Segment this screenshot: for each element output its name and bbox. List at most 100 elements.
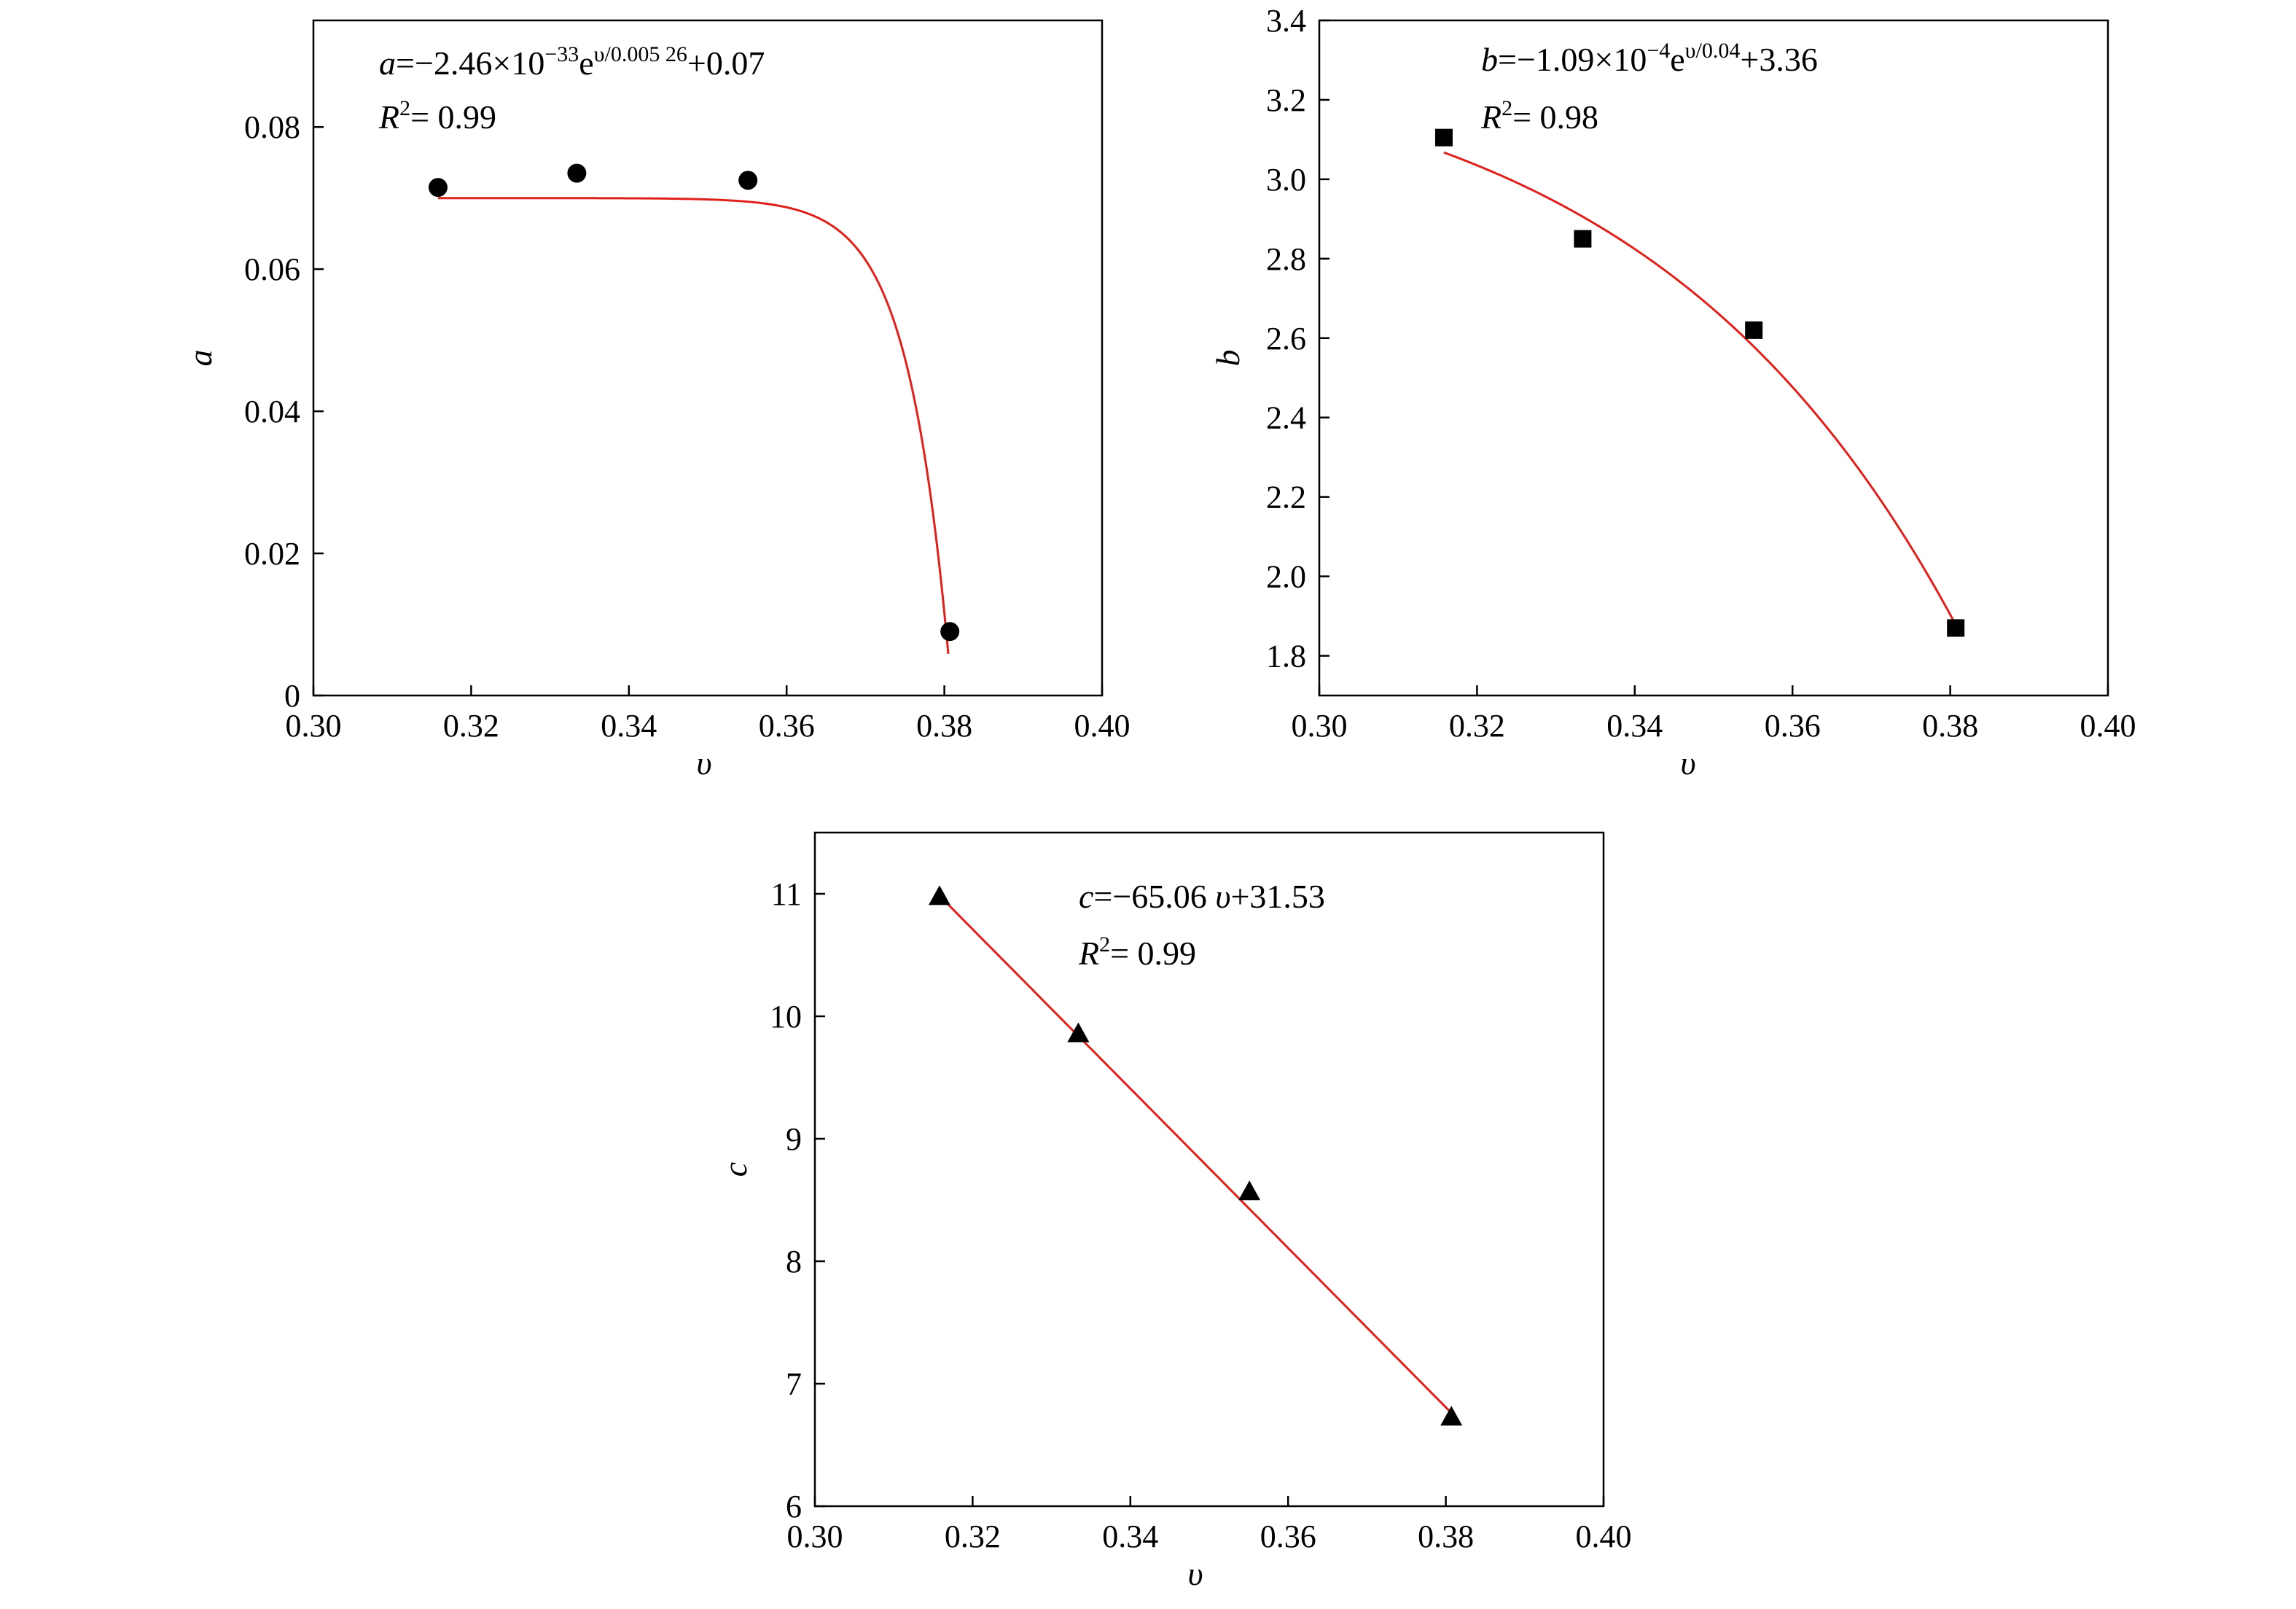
panel-a-eq-exp1: −33 [544,42,579,66]
panel-a-point [738,171,758,190]
panel-c-point [1440,1406,1463,1426]
panel-c-r2-sym: R [1078,935,1099,972]
panel-c-xtick-label: 0.30 [787,1519,843,1554]
panel-b-ytick-label: 2.8 [1266,241,1306,277]
panel-a-point [940,622,960,642]
panel-c-eq-pre: =−65.06 [1093,878,1215,915]
panel-c-xtick-label: 0.34 [1102,1519,1158,1554]
panel-b-ytick-label: 3.0 [1266,162,1306,198]
panel-c-xtick-label: 0.36 [1260,1519,1316,1554]
panel-b-r2-sym: R [1480,98,1502,136]
panel-a-xtick-label: 0.38 [916,708,972,744]
panel-b-ylabel: b [1209,350,1246,367]
panel-c-ytick-label: 10 [770,999,802,1035]
panel-c-equation: c=−65.06 υ+31.53 [1079,878,1325,915]
panel-b-ytick-label: 3.2 [1266,82,1306,118]
panel-c-xtick-label: 0.40 [1576,1519,1632,1554]
panel-b-equation: b=−1.09×10−4eυ/0.04+3.36 [1481,39,1818,78]
panel-b-xlabel: υ [1680,744,1695,782]
panel-c-eq-post: +31.53 [1230,878,1324,915]
panel-b-xtick-label: 0.36 [1765,708,1821,744]
panel-c-xtick-label: 0.32 [945,1519,1001,1554]
panel-a-xtick-label: 0.34 [601,708,657,744]
panel-a-equation: a=−2.46×10−33eυ/0.005 26+0.07 [379,42,765,82]
panel-b-frame [1318,19,2109,697]
panel-b-fit-line [1443,151,1957,626]
panel-c-ytick-label: 8 [786,1244,802,1279]
panel-b-eq-exp2: υ/0.04 [1685,39,1741,63]
panel-b-eq-mid: e [1670,41,1684,78]
panel-a-xtick-label: 0.30 [286,708,342,744]
panel-a-fit-line [437,197,950,654]
panel-c-point [928,885,950,905]
panel-a-ytick-label: 0.04 [244,394,300,429]
panel-a-xtick-label: 0.36 [759,708,815,744]
panel-a-r2-sym: R [378,98,399,136]
panel-c-xlabel: υ [1187,1555,1203,1592]
panel-b-xtick-label: 0.30 [1292,708,1348,744]
panel-c-r2: R2= 0.99 [1078,932,1196,972]
panel-b: 0.30 0.32 0.34 0.36 0.38 0.40 1.8 2.0 2.2 2.4 2.6 2… [1209,3,2136,782]
panel-b-eq-post: +3.36 [1740,41,1817,78]
panel-a-eq-var: a [379,44,396,82]
panel-a-eq-pre: =−2.46×10 [396,44,544,82]
panel-a-marks: 0.30 0.32 0.34 0.36 0.38 0.40 0 0.02 0.04 0.06 0.0… [181,19,1131,782]
panel-a-eq-mid: e [579,44,593,82]
panel-c-point [1238,1180,1261,1201]
panel-b-eq-var: b [1481,41,1498,78]
panel-c-ytick-label: 9 [786,1121,802,1157]
panel-c-eq-var: c [1079,878,1093,915]
panel-b-point [1947,619,1965,637]
panel-b-r2-sup: 2 [1502,96,1512,120]
panel-a-r2-sup: 2 [399,96,410,120]
panel-a-xtick-label: 0.40 [1074,708,1131,744]
panel-a-ytick-label: 0 [284,678,300,714]
panel-a-point [428,178,448,198]
panel-a: 0.30 0.32 0.34 0.36 0.38 0.40 0 0.02 0.04 0.06 0.0… [181,19,1131,782]
panel-c-fit-line [938,895,1453,1414]
panel-a-eq-post: +0.07 [687,44,765,82]
panel-b-ytick-label: 2.2 [1266,480,1306,515]
panel-b-xtick-label: 0.32 [1449,708,1505,744]
panel-b-ytick-label: 2.6 [1266,321,1306,357]
panel-b-xtick-label: 0.34 [1606,708,1663,744]
panel-c-ytick-label: 6 [786,1489,802,1524]
panel-b-point [1434,128,1453,147]
panel-b-marks: 0.30 0.32 0.34 0.36 0.38 0.40 1.8 2.0 2.2 2.4 2.6 2… [1209,3,2136,782]
panel-b-r2-value: = 0.98 [1512,98,1598,136]
panel-a-xlabel: υ [696,744,711,782]
panel-b-eq-exp1: −4 [1647,39,1670,63]
panel-b-ytick-label: 1.8 [1266,639,1306,674]
panel-a-point [567,163,587,183]
panel-b-ytick-label: 3.4 [1266,3,1306,39]
panel-a-ytick-label: 0.06 [244,252,300,287]
panel-c-ytick-label: 7 [786,1366,802,1402]
panel-a-ytick-label: 0.08 [244,109,300,145]
panel-b-ytick-label: 2.0 [1266,559,1306,595]
panel-c-r2-sup: 2 [1099,932,1110,957]
panel-c-point [1067,1022,1090,1043]
panel-c-ytick-label: 11 [771,876,802,912]
panel-a-r2: R2= 0.99 [378,96,496,136]
panel-c-marks: 0.30 0.32 0.34 0.36 0.38 0.40 6 7 8 9 10 11 υ c [716,831,1632,1592]
panel-a-r2-value: = 0.99 [410,98,496,136]
panel-c-frame [813,831,1605,1508]
panel-c-ylabel: c [716,1162,754,1177]
panel-b-eq-pre: =−1.09×10 [1498,41,1647,78]
panel-a-ylabel: a [181,350,219,367]
panel-a-eq-exp2: υ/0.005 26 [594,42,687,66]
panel-b-point [1745,321,1763,339]
panel-a-xtick-label: 0.32 [443,708,499,744]
panel-c-eq-var2: υ [1215,878,1230,915]
panel-b-r2: R2= 0.98 [1480,96,1598,136]
panel-a-ytick-label: 0.02 [244,536,300,572]
panel-b-xtick-label: 0.38 [1922,708,1978,744]
panel-c-r2-value: = 0.99 [1110,935,1196,972]
panel-a-frame [312,19,1104,697]
panel-b-point [1574,230,1592,248]
panel-b-xtick-label: 0.40 [2080,708,2136,744]
panel-c-xtick-label: 0.38 [1418,1519,1474,1554]
panel-b-ytick-label: 2.4 [1266,400,1306,436]
